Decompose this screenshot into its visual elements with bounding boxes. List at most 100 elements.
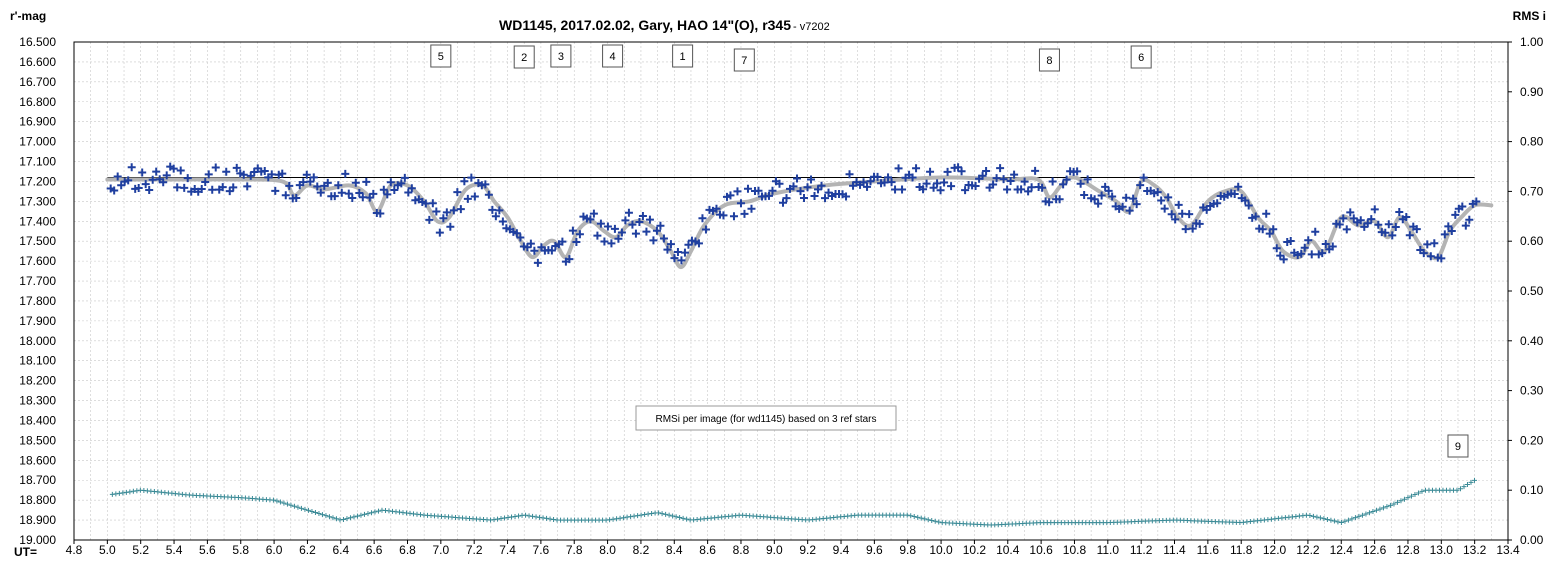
y-right-tick-label: 0.90 [1520, 85, 1544, 99]
rms-marker [323, 513, 329, 519]
x-tick-label: 5.2 [132, 543, 149, 557]
observation-marker [362, 177, 371, 186]
observation-marker [481, 180, 490, 189]
rms-marker [1468, 479, 1474, 485]
rms-marker [491, 517, 497, 523]
y-left-tick-label: 17.300 [19, 194, 56, 208]
observation-marker [726, 191, 735, 200]
observation-marker [1027, 183, 1036, 192]
y-left-tick-label: 16.600 [19, 55, 56, 69]
event-label-text: 6 [1138, 52, 1144, 64]
grid-lines [73, 41, 1509, 541]
rms-marker [635, 513, 641, 519]
observation-marker [1388, 231, 1397, 240]
x-tick-label: 10.8 [1063, 543, 1087, 557]
observation-marker [677, 256, 686, 265]
event-label-9: 9 [1447, 434, 1469, 458]
rms-marker [347, 515, 353, 521]
x-tick-label: 7.0 [432, 543, 449, 557]
x-tick-label: 13.2 [1463, 543, 1487, 557]
rms-marker [319, 512, 325, 518]
rms-marker [638, 512, 644, 518]
rms-marker [1363, 511, 1369, 517]
observation-marker [1297, 249, 1306, 258]
observation-marker [1367, 215, 1376, 224]
rms-marker [1317, 515, 1323, 521]
observation-marker [803, 183, 812, 192]
rms-marker [1331, 518, 1337, 524]
rms-marker [505, 515, 511, 521]
observation-marker [229, 183, 238, 192]
observation-marker [271, 186, 280, 195]
y-right-tick-label: 0.80 [1520, 135, 1544, 149]
observation-marker [1031, 166, 1040, 175]
event-label-4: 4 [602, 44, 624, 68]
rms-marker [358, 512, 364, 518]
observation-marker [1241, 196, 1250, 205]
rms-marker [1356, 513, 1362, 519]
observation-marker [390, 185, 399, 194]
observation-marker [1097, 191, 1106, 200]
event-label-text: 8 [1046, 55, 1052, 67]
observation-marker [666, 240, 675, 249]
observation-marker [1304, 236, 1313, 245]
x-tick-label: 6.6 [366, 543, 383, 557]
observation-marker [1440, 230, 1449, 239]
observation-marker [607, 239, 616, 248]
rms-marker [677, 515, 683, 521]
observation-marker [1405, 231, 1414, 240]
rms-marker [1380, 505, 1386, 511]
rms-marker [1352, 515, 1358, 521]
observation-marker [793, 174, 802, 183]
observation-marker [1451, 210, 1460, 219]
observation-marker [1073, 167, 1082, 176]
observation-marker [1045, 198, 1054, 207]
observation-marker [778, 198, 787, 207]
y-left-tick-label: 18.000 [19, 334, 56, 348]
rms-marker [929, 517, 935, 523]
observation-marker [912, 164, 921, 173]
rms-marker [351, 514, 357, 520]
x-tick-label: 9.6 [866, 543, 883, 557]
observation-marker [1437, 254, 1446, 263]
observation-marker [1230, 190, 1239, 199]
x-tick-label: 5.8 [232, 543, 249, 557]
rms-marker [1370, 509, 1376, 515]
observation-marker [842, 192, 851, 201]
rms-marker [298, 505, 304, 511]
rms-marker [284, 501, 290, 507]
observation-marker [1395, 208, 1404, 217]
observation-marker [1024, 187, 1033, 196]
rms-marker [1401, 496, 1407, 502]
rms-marker [270, 497, 276, 503]
observation-marker [1118, 202, 1127, 211]
y-left-tick-label: 18.800 [19, 493, 56, 507]
rms-marker [120, 490, 126, 496]
observation-marker [1090, 195, 1099, 204]
observation-marker [260, 166, 269, 175]
observation-marker [789, 182, 798, 191]
observation-marker [589, 209, 598, 218]
rms-marker [130, 488, 136, 494]
observation-marker [866, 177, 875, 186]
observation-marker [701, 225, 710, 234]
rms-marker [333, 516, 339, 522]
rms-marker [1412, 492, 1418, 498]
observation-marker [817, 181, 826, 190]
y-right-tick-label: 0.60 [1520, 234, 1544, 248]
rms-marker [1471, 477, 1477, 483]
event-label-6: 6 [1130, 45, 1152, 69]
observation-marker [1335, 220, 1344, 229]
observation-marker [292, 194, 301, 203]
observation-marker [1104, 186, 1113, 195]
left-axis-ticks: 16.500 16.600 16.700 16.800 16.900 17.000 17.1… [19, 35, 56, 547]
event-label-8: 8 [1038, 48, 1060, 72]
observation-marker [491, 212, 500, 221]
rms-marker [495, 516, 501, 522]
observation-marker [1419, 249, 1428, 258]
rms-marker [344, 516, 350, 522]
observation-marker [1339, 214, 1348, 223]
observation-marker [1055, 195, 1064, 204]
x-tick-label: 10.2 [963, 543, 987, 557]
observation-marker [1006, 176, 1015, 185]
